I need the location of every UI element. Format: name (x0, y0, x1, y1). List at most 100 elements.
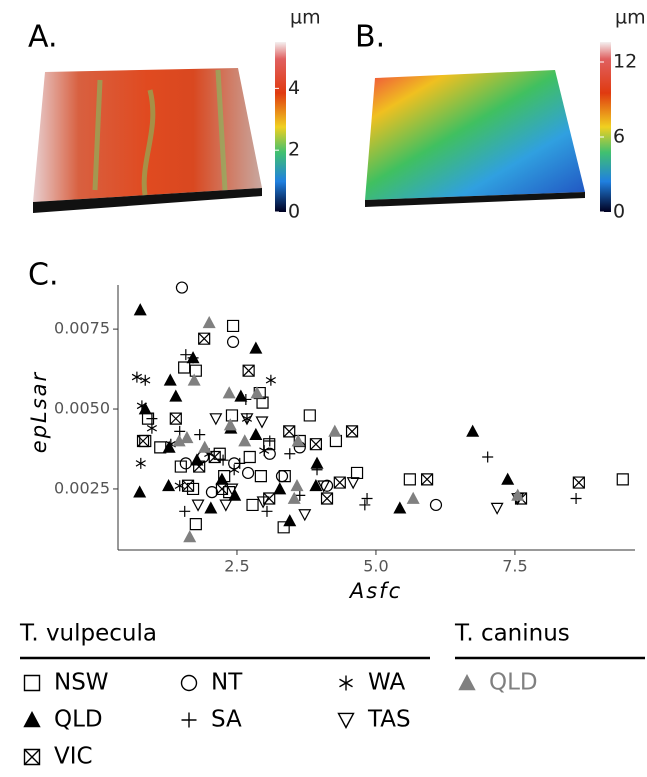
point (250, 386, 264, 399)
legend-label: SA (211, 707, 242, 733)
point (204, 501, 218, 514)
x-tick-label: 7.5 (502, 557, 527, 576)
point (198, 332, 211, 345)
legend-label: QLD (489, 670, 538, 696)
point (180, 431, 194, 444)
point (264, 435, 276, 447)
point (429, 498, 443, 511)
point (403, 473, 416, 486)
colorbar-label: 12 (613, 51, 637, 73)
point (277, 521, 290, 534)
point (226, 335, 240, 348)
point (193, 460, 206, 473)
point (179, 457, 192, 470)
point (234, 389, 248, 402)
point (249, 427, 263, 440)
legend-marker (23, 748, 41, 766)
point (284, 448, 296, 460)
point (346, 477, 360, 490)
point (298, 509, 312, 522)
point (133, 485, 147, 498)
point (320, 492, 334, 505)
legend-label: VIC (54, 744, 93, 770)
point (240, 393, 252, 405)
point (265, 374, 276, 386)
point (189, 518, 202, 531)
point (194, 429, 206, 441)
point (198, 440, 212, 453)
point (163, 373, 177, 386)
point (350, 466, 364, 480)
x-tick-label: 2.5 (224, 557, 249, 576)
point (229, 464, 240, 476)
point (181, 479, 195, 492)
point (180, 349, 192, 361)
point (283, 425, 296, 438)
surface-b-base (365, 192, 585, 207)
point (174, 460, 187, 473)
colorbar (275, 42, 286, 212)
colorbar-label: 0 (613, 201, 625, 223)
legend-marker (23, 711, 41, 728)
point (225, 409, 239, 422)
point (174, 425, 186, 437)
point (259, 445, 270, 457)
point (309, 478, 323, 492)
point (361, 493, 373, 505)
point (215, 472, 229, 485)
point (572, 476, 585, 489)
panel-label: B. (355, 20, 385, 55)
legend-marker (181, 712, 197, 728)
point (209, 413, 223, 426)
colorbar-label: 2 (288, 139, 300, 161)
y-tick-label: 0.0025 (54, 478, 110, 497)
colorbar-unit: µm (290, 7, 321, 29)
surface-a-texture (92, 69, 228, 196)
point (482, 451, 494, 463)
point (162, 440, 176, 453)
point (420, 473, 434, 486)
point (205, 486, 219, 499)
point (202, 315, 216, 329)
point (254, 470, 267, 483)
legend-label: QLD (54, 707, 103, 733)
point (183, 530, 197, 543)
legend-title: T. vulpecula (19, 621, 157, 647)
point (240, 413, 254, 426)
y-tick-label: 0.0075 (54, 319, 110, 338)
point (290, 478, 304, 492)
legend-label: WA (368, 670, 405, 696)
point (329, 434, 343, 448)
legend-marker (180, 674, 198, 692)
legend-marker (337, 712, 355, 729)
panel-label: A. (28, 20, 58, 55)
point (138, 402, 152, 415)
point (169, 412, 182, 425)
point (146, 413, 158, 425)
colorbar-label: 0 (288, 201, 300, 223)
point (208, 450, 221, 464)
point (287, 491, 301, 504)
point (406, 491, 420, 504)
legend-label: TAS (367, 707, 411, 733)
point (333, 476, 346, 489)
point (246, 498, 259, 512)
point (175, 281, 189, 294)
point (311, 464, 323, 476)
point (283, 514, 297, 527)
x-axis-label: Asfc (348, 579, 402, 603)
point (275, 470, 289, 483)
point (135, 457, 146, 469)
point (328, 424, 342, 437)
point (317, 480, 331, 493)
point (570, 493, 582, 505)
point (218, 470, 231, 483)
point (501, 472, 515, 485)
point (162, 478, 176, 492)
point (234, 457, 246, 469)
point (466, 424, 480, 437)
point (215, 482, 229, 496)
y-tick-label: 0.0050 (54, 399, 110, 418)
point (217, 454, 229, 466)
